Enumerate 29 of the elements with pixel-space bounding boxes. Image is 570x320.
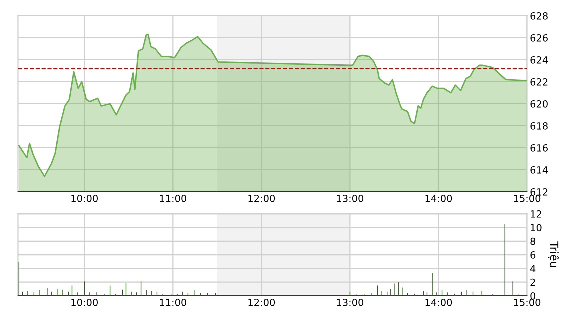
x-tick-label: 12:00 xyxy=(248,298,276,306)
y-tick-label: 614 xyxy=(530,166,548,174)
y-tick-label: 626 xyxy=(530,34,548,42)
x-tick-label: 10:00 xyxy=(72,298,98,306)
y-tick-label: 618 xyxy=(530,122,548,130)
y-tick-label: 628 xyxy=(530,12,548,20)
x-tick-label: 11:00 xyxy=(160,298,187,306)
y-tick-label: 10 xyxy=(531,224,542,232)
y-axis-title: Triệu xyxy=(548,242,560,268)
x-tick-label: 15:00 xyxy=(514,194,541,202)
x-tick-label: 14:00 xyxy=(426,194,452,202)
y-tick-label: 620 xyxy=(530,100,548,108)
x-tick-label: 12:00 xyxy=(248,194,276,202)
y-tick-label: 622 xyxy=(530,78,548,86)
y-tick-label: 12 xyxy=(531,210,542,218)
y-tick-label: 2 xyxy=(530,278,536,286)
y-tick-label: 4 xyxy=(530,265,536,272)
x-tick-label: 10:00 xyxy=(72,194,98,202)
y-tick-label: 8 xyxy=(530,238,536,246)
x-tick-label: 11:00 xyxy=(160,194,187,202)
y-tick-label: 616 xyxy=(530,144,548,152)
x-tick-label: 13:00 xyxy=(337,298,364,306)
y-tick-label: 612 xyxy=(530,188,548,196)
x-tick-label: 13:00 xyxy=(337,194,364,202)
y-tick-label: 6 xyxy=(530,252,536,259)
y-tick-label: 0 xyxy=(530,292,536,300)
y-tick-label: 624 xyxy=(530,56,548,64)
x-tick-label: 15:00 xyxy=(514,298,541,306)
x-tick-label: 14:00 xyxy=(426,298,452,306)
